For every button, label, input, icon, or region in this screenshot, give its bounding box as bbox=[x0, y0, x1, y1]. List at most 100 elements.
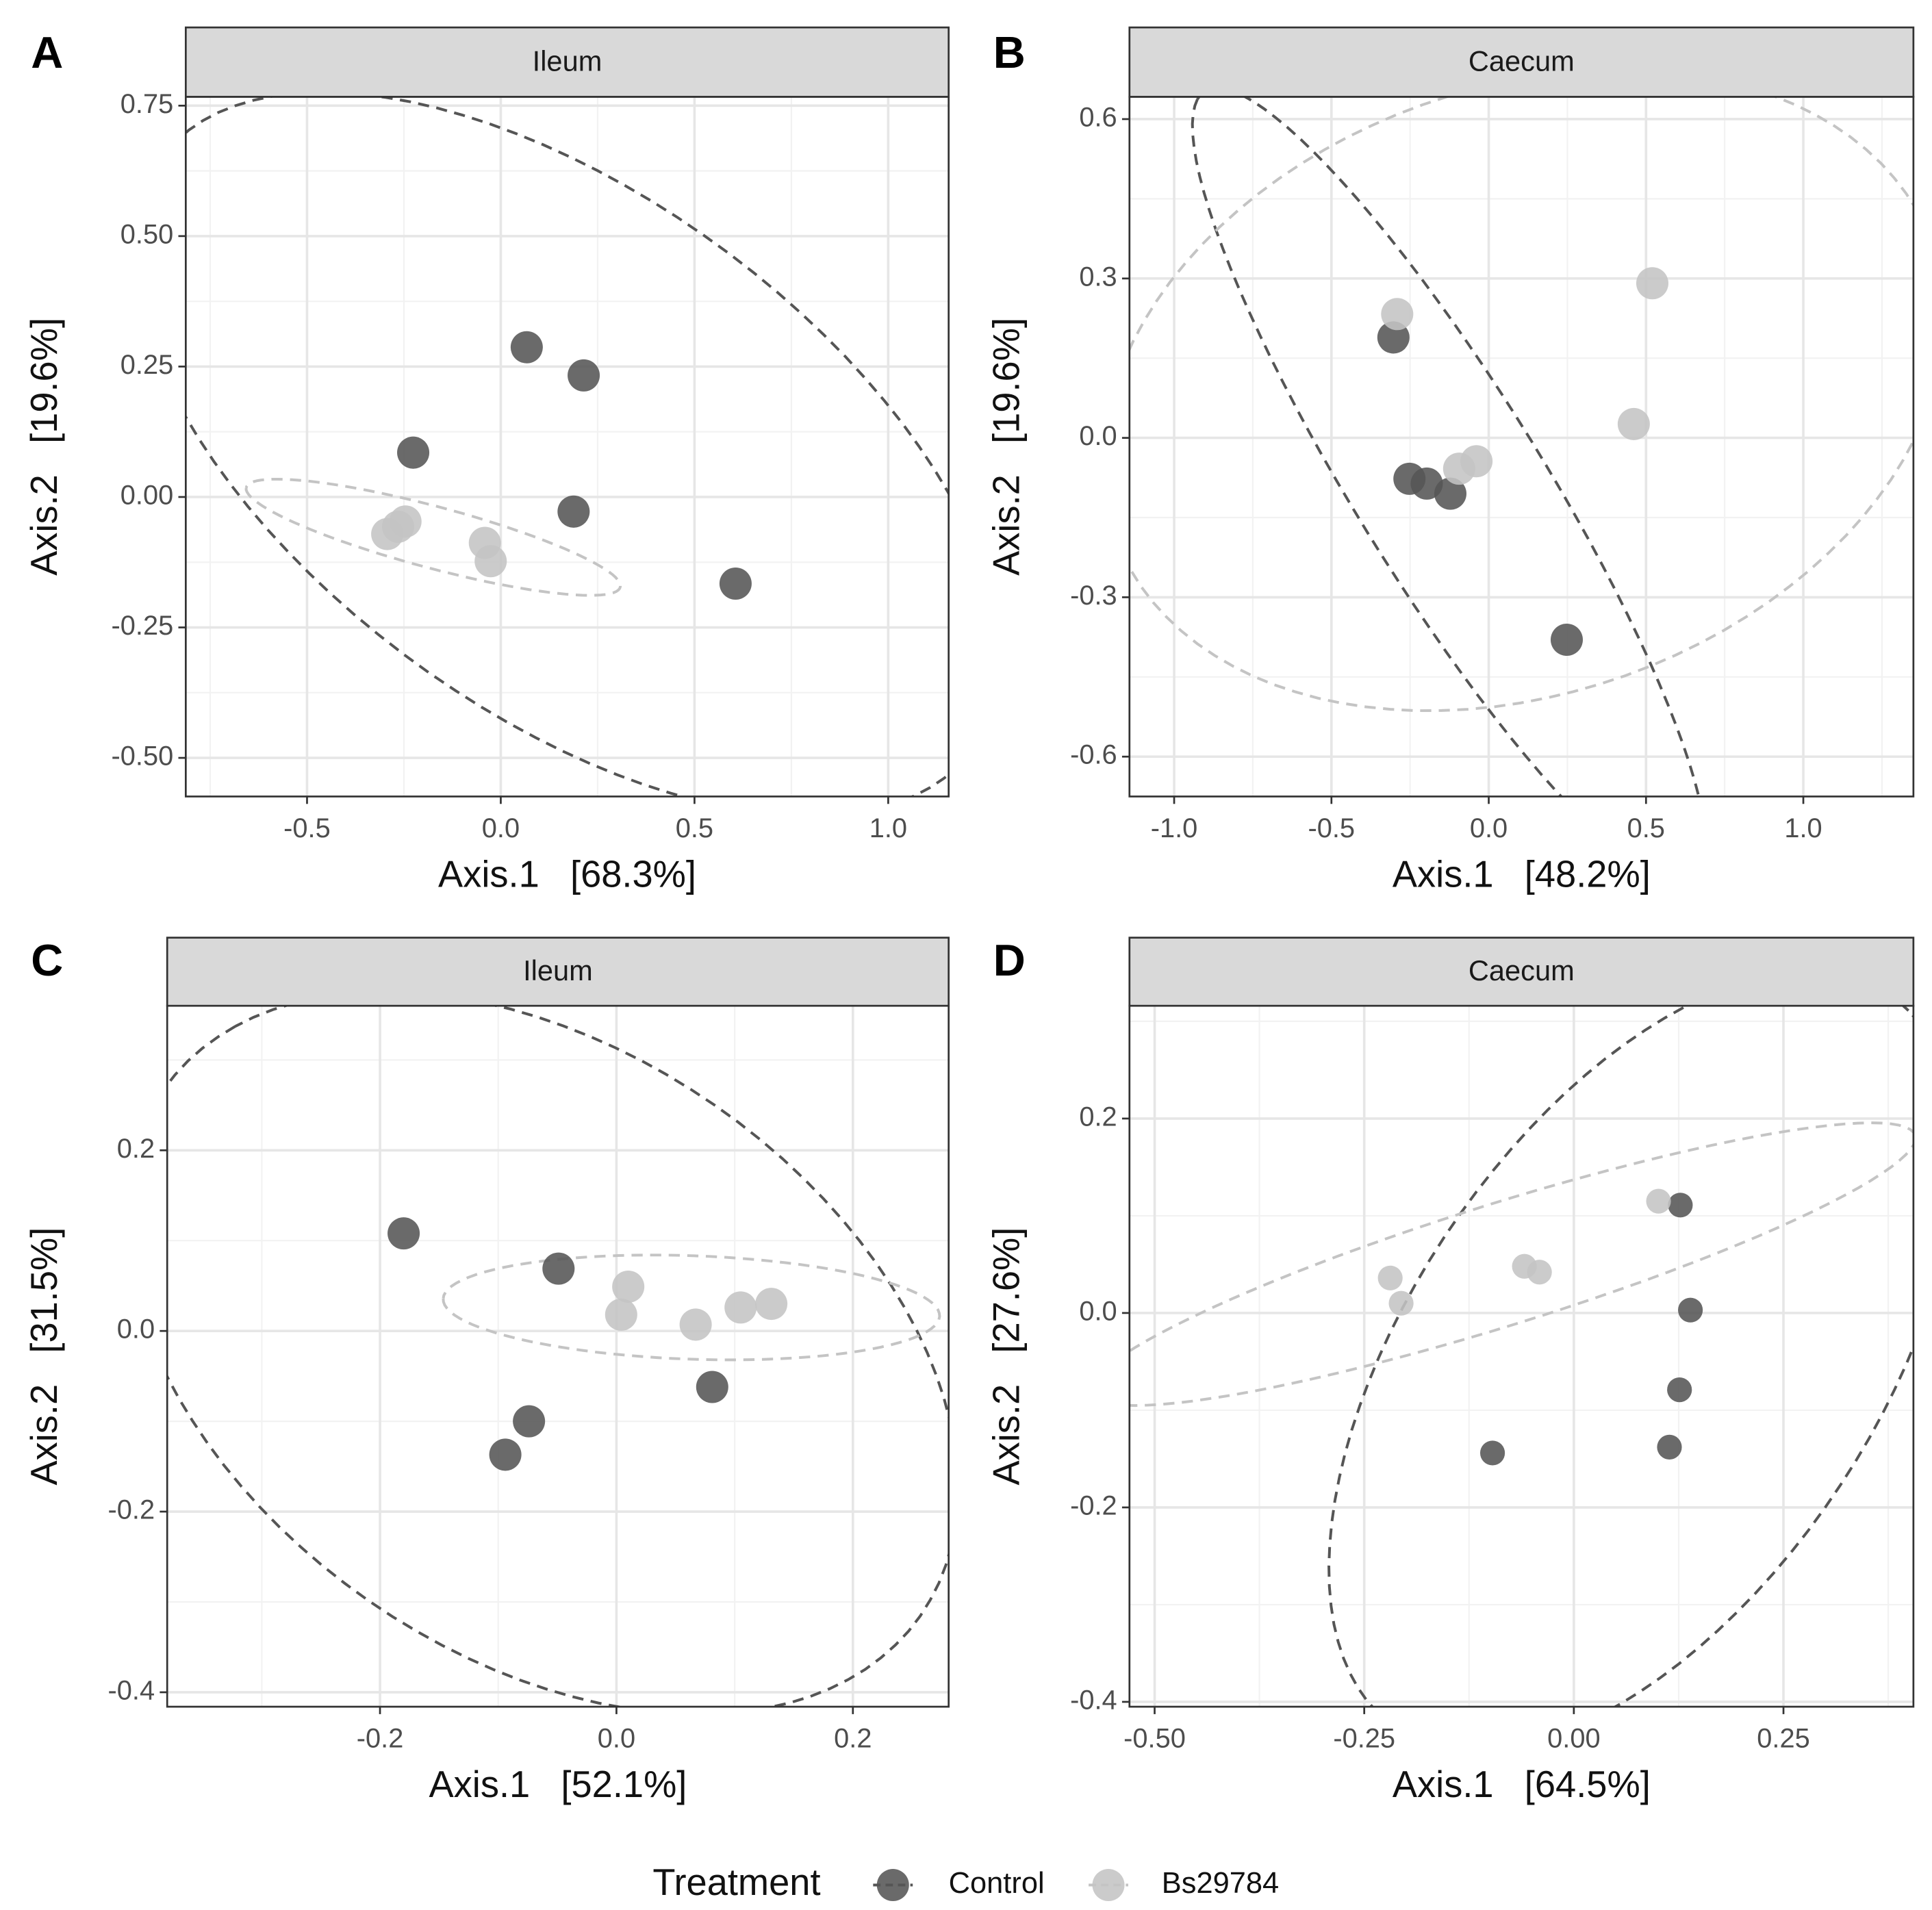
confidence-ellipse bbox=[1129, 1121, 1914, 1408]
point bbox=[1636, 267, 1668, 300]
x-tick-label: 1.0 bbox=[869, 813, 907, 843]
x-tick-label: -0.25 bbox=[1333, 1723, 1395, 1753]
point bbox=[1550, 623, 1584, 657]
strip bbox=[184, 26, 950, 98]
x-tick-label: 0.0 bbox=[1470, 813, 1508, 843]
point bbox=[474, 545, 507, 578]
strip bbox=[1128, 937, 1915, 1007]
y-tick-label: 0.2 bbox=[1079, 1102, 1117, 1132]
confidence-ellipse bbox=[244, 478, 622, 597]
point bbox=[1434, 477, 1466, 510]
panel-letter: D bbox=[993, 935, 1026, 985]
point bbox=[387, 1217, 420, 1250]
strip bbox=[166, 937, 950, 1007]
confidence-ellipse bbox=[1327, 1006, 1914, 1707]
strip-label: Ileum bbox=[533, 45, 602, 77]
legend-key bbox=[876, 1869, 909, 1902]
point bbox=[389, 505, 422, 538]
x-axis-label: Axis.1 [48.2%] bbox=[1393, 854, 1651, 895]
point bbox=[489, 1438, 522, 1471]
y-tick-label: -0.4 bbox=[1070, 1685, 1117, 1715]
point bbox=[397, 436, 430, 469]
x-tick-label: 0.0 bbox=[598, 1723, 635, 1753]
y-tick-label: 0.0 bbox=[117, 1314, 155, 1345]
point bbox=[1479, 1440, 1505, 1466]
strip bbox=[1128, 26, 1915, 98]
confidence-ellipse bbox=[442, 1253, 941, 1362]
point bbox=[679, 1308, 712, 1341]
panel-letter: B bbox=[993, 27, 1026, 77]
x-axis-label: Axis.1 [68.3%] bbox=[438, 854, 696, 895]
y-axis-label: Axis.2 [19.6%] bbox=[987, 318, 1028, 576]
point bbox=[1377, 1265, 1403, 1290]
y-tick-label: 0.2 bbox=[117, 1134, 155, 1164]
point bbox=[1646, 1188, 1671, 1214]
y-tick-label: -0.2 bbox=[1070, 1490, 1117, 1520]
y-tick-label: 0.50 bbox=[120, 219, 173, 249]
point bbox=[719, 567, 752, 600]
point bbox=[1388, 1290, 1414, 1316]
panel-background bbox=[1129, 1006, 1914, 1707]
panel-letter: A bbox=[31, 27, 63, 77]
strip-label: Caecum bbox=[1469, 45, 1575, 77]
y-axis-label: Axis.2 [19.6%] bbox=[24, 318, 65, 576]
point bbox=[510, 331, 543, 364]
y-tick-label: -0.2 bbox=[108, 1495, 155, 1525]
point bbox=[1678, 1297, 1703, 1323]
panel-letter: C bbox=[31, 935, 63, 985]
y-tick-label: -0.50 bbox=[112, 741, 174, 772]
legend-title: Treatment bbox=[652, 1862, 820, 1903]
x-tick-label: -0.50 bbox=[1123, 1723, 1186, 1753]
point bbox=[542, 1252, 575, 1285]
x-tick-label: 0.5 bbox=[1627, 813, 1665, 843]
point bbox=[755, 1288, 788, 1321]
x-tick-label: 1.0 bbox=[1784, 813, 1822, 843]
point bbox=[696, 1371, 728, 1403]
x-tick-label: -0.5 bbox=[1308, 813, 1356, 843]
point bbox=[612, 1270, 645, 1303]
strip-label: Ileum bbox=[523, 954, 593, 986]
y-tick-label: -0.6 bbox=[1070, 740, 1117, 770]
x-tick-label: -0.2 bbox=[357, 1723, 404, 1753]
y-tick-label: -0.25 bbox=[112, 611, 174, 641]
point bbox=[557, 495, 590, 528]
point bbox=[513, 1405, 546, 1438]
point bbox=[1527, 1260, 1552, 1285]
y-axis-label: Axis.2 [27.6%] bbox=[987, 1227, 1028, 1486]
x-tick-label: 0.00 bbox=[1547, 1723, 1600, 1753]
point bbox=[1667, 1377, 1692, 1403]
strip-label: Caecum bbox=[1469, 954, 1575, 986]
point bbox=[724, 1291, 757, 1324]
y-tick-label: 0.6 bbox=[1079, 102, 1117, 132]
x-tick-label: 0.0 bbox=[482, 813, 520, 843]
x-tick-label: -0.5 bbox=[283, 813, 331, 843]
confidence-ellipse bbox=[1129, 97, 1914, 713]
confidence-ellipse bbox=[1191, 97, 1701, 797]
confidence-ellipse bbox=[167, 1006, 949, 1707]
y-tick-label: -0.4 bbox=[108, 1675, 155, 1705]
x-tick-label: 0.2 bbox=[834, 1723, 872, 1753]
x-axis-label: Axis.1 [52.1%] bbox=[429, 1764, 687, 1805]
x-tick-label: 0.25 bbox=[1757, 1723, 1809, 1753]
x-axis-label: Axis.1 [64.5%] bbox=[1393, 1764, 1651, 1805]
y-tick-label: 0.0 bbox=[1079, 421, 1117, 451]
confidence-ellipse bbox=[186, 97, 949, 797]
y-tick-label: 0.0 bbox=[1079, 1296, 1117, 1326]
y-axis-label: Axis.2 [31.5%] bbox=[24, 1227, 65, 1486]
y-tick-label: -0.3 bbox=[1070, 581, 1117, 611]
point bbox=[605, 1298, 637, 1331]
legend-label: Control bbox=[949, 1867, 1045, 1900]
point bbox=[1460, 445, 1493, 478]
x-tick-label: 0.5 bbox=[676, 813, 713, 843]
y-tick-label: 0.00 bbox=[120, 480, 173, 510]
point bbox=[568, 359, 600, 392]
point bbox=[1668, 1193, 1693, 1218]
y-tick-label: 0.25 bbox=[120, 350, 173, 380]
panel-background bbox=[186, 97, 949, 797]
legend-label: Bs29784 bbox=[1162, 1867, 1279, 1900]
y-tick-label: 0.75 bbox=[120, 89, 173, 119]
y-tick-label: 0.3 bbox=[1079, 262, 1117, 292]
x-tick-label: -1.0 bbox=[1151, 813, 1198, 843]
point bbox=[1617, 407, 1650, 440]
